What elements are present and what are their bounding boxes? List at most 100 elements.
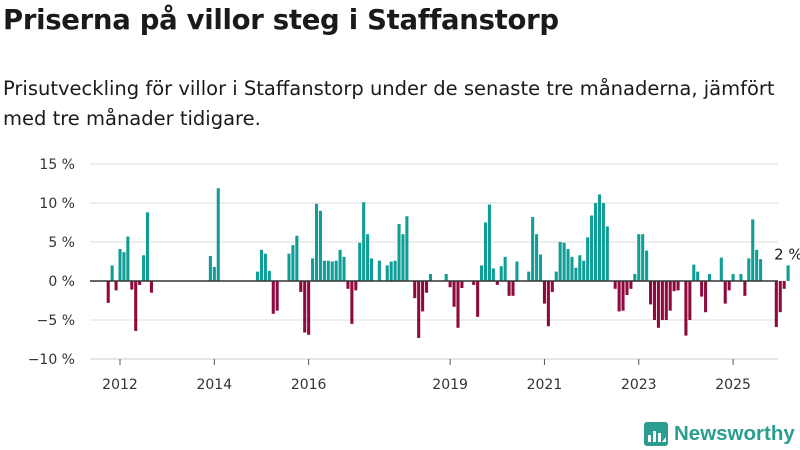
- bar: [118, 249, 122, 281]
- bar: [295, 235, 299, 281]
- bar: [531, 217, 535, 281]
- bar: [535, 234, 539, 281]
- bar: [625, 281, 629, 296]
- bar: [483, 222, 488, 281]
- bar: [480, 265, 484, 281]
- bar: [330, 261, 334, 281]
- bar: [460, 281, 464, 289]
- bar: [747, 258, 751, 281]
- bar: [130, 281, 134, 290]
- bar: [413, 281, 417, 299]
- bar: [259, 249, 264, 281]
- bar: [704, 281, 708, 313]
- y-tick-label: 5 %: [48, 235, 75, 251]
- bar: [617, 281, 621, 312]
- bar: [311, 258, 315, 281]
- bar: [688, 281, 692, 320]
- bar: [649, 281, 653, 305]
- bar: [110, 265, 114, 281]
- bar: [145, 212, 150, 281]
- bar: [546, 281, 550, 327]
- bar: [503, 256, 507, 281]
- brand-name: Newsworthy: [674, 422, 795, 445]
- bar: [452, 281, 456, 307]
- bar: [342, 256, 346, 281]
- bar: [358, 242, 362, 281]
- bar: [582, 260, 586, 281]
- bar: [318, 210, 322, 281]
- bar: [421, 281, 425, 312]
- y-tick-label: 0 %: [48, 274, 75, 290]
- chart-subtitle: Prisutveckling för villor i Staffanstorp…: [3, 77, 775, 130]
- bar: [759, 259, 763, 281]
- bar: [487, 204, 491, 281]
- bar: [527, 271, 531, 281]
- bar: [314, 203, 319, 281]
- bar: [696, 271, 700, 281]
- bar: [350, 281, 354, 324]
- bar: [267, 270, 271, 281]
- bar: [476, 281, 480, 317]
- bar: [511, 281, 515, 296]
- bar: [660, 281, 664, 320]
- bar: [444, 273, 448, 281]
- chart-title: Priserna på villor steg i Staffanstorp: [3, 4, 559, 36]
- bar: [578, 255, 582, 281]
- axis-layer: 2012 2014 2016 2019 2021 2023 2025 2 %: [90, 245, 800, 393]
- x-tick-label: 2014: [196, 377, 232, 393]
- bar-layer: [106, 188, 790, 338]
- bar: [149, 281, 153, 293]
- bar: [731, 273, 735, 281]
- bar: [428, 273, 433, 281]
- bar: [338, 249, 342, 281]
- bar: [491, 268, 495, 281]
- x-tick-label: 2025: [715, 377, 751, 393]
- bar: [550, 281, 554, 292]
- bar: [613, 281, 617, 289]
- bar: [287, 253, 291, 281]
- bar: [507, 281, 511, 296]
- bar: [558, 242, 562, 281]
- bar: [727, 281, 731, 291]
- bar: [138, 281, 142, 285]
- bar: [755, 249, 759, 281]
- y-tick-label: −5 %: [37, 313, 75, 329]
- bar: [495, 281, 499, 285]
- bar: [256, 271, 260, 281]
- bar: [326, 260, 330, 281]
- bar: [707, 273, 712, 281]
- bar: [354, 281, 358, 291]
- bar: [122, 252, 126, 281]
- bar: [472, 281, 476, 285]
- y-tick-label: −10 %: [28, 352, 75, 368]
- bar: [774, 281, 778, 328]
- bar: [719, 257, 723, 281]
- bar: [645, 250, 649, 281]
- bar: [417, 281, 421, 338]
- bar: [425, 281, 429, 293]
- bar: [216, 188, 220, 281]
- x-tick-label: 2021: [527, 377, 563, 393]
- bar: [586, 237, 590, 281]
- bar: [542, 281, 546, 304]
- y-tick-label: 10 %: [39, 196, 75, 212]
- bar: [366, 234, 370, 281]
- bar: [570, 256, 574, 281]
- bar: [334, 260, 338, 281]
- bar: [554, 271, 558, 281]
- bar: [369, 258, 374, 281]
- bar: [397, 224, 401, 281]
- bar: [590, 215, 594, 281]
- newsworthy-logo: Newsworthy: [644, 420, 795, 448]
- bar: [142, 255, 146, 281]
- newsworthy-logo-icon: [644, 422, 668, 446]
- bar: [456, 281, 460, 328]
- bar: [212, 266, 216, 281]
- bar: [263, 253, 267, 281]
- bar: [114, 281, 118, 291]
- bar: [389, 261, 393, 281]
- bar: [778, 281, 782, 313]
- bar: [362, 202, 366, 281]
- bar: [322, 260, 326, 281]
